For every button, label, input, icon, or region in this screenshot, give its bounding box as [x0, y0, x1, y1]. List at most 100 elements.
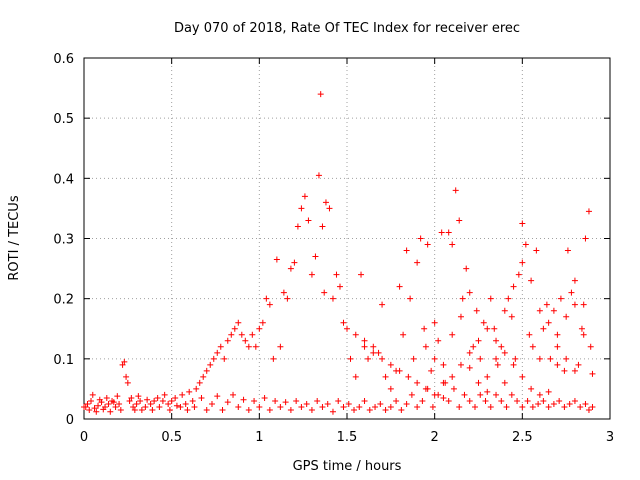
- data-point: [554, 343, 561, 350]
- data-point: [550, 400, 557, 407]
- data-point: [100, 406, 107, 413]
- data-point: [370, 349, 377, 356]
- data-point: [582, 400, 589, 407]
- data-point: [566, 400, 573, 407]
- data-point: [277, 403, 284, 410]
- data-point: [200, 373, 207, 380]
- data-point: [121, 358, 128, 365]
- data-point: [308, 406, 315, 413]
- data-point: [251, 397, 258, 404]
- axis-ticks: 0 0.5 1 1.5 2 2.5 3 0 0.1 0.2 0.3 0.4 0.5 0.6: [53, 52, 614, 445]
- data-point: [319, 403, 326, 410]
- data-point: [589, 370, 596, 377]
- data-point: [528, 277, 535, 284]
- data-point: [154, 394, 161, 401]
- data-point: [571, 277, 578, 284]
- data-point: [335, 397, 342, 404]
- data-point: [400, 331, 407, 338]
- data-point: [577, 403, 584, 410]
- data-point: [193, 385, 200, 392]
- data-points: [81, 91, 596, 415]
- data-point: [156, 403, 163, 410]
- data-point: [550, 307, 557, 314]
- data-point: [519, 373, 526, 380]
- data-point: [545, 403, 552, 410]
- data-point: [361, 397, 368, 404]
- data-point: [358, 271, 365, 278]
- data-point: [151, 397, 158, 404]
- data-point: [189, 397, 196, 404]
- x-tick-label: 0.5: [161, 430, 182, 445]
- y-tick-label: 0.4: [53, 172, 74, 187]
- data-point: [138, 406, 145, 413]
- data-point: [508, 313, 515, 320]
- data-point: [361, 343, 368, 350]
- data-point: [198, 394, 205, 401]
- data-point: [377, 400, 384, 407]
- data-point: [366, 406, 373, 413]
- data-point: [484, 325, 491, 332]
- data-point: [88, 397, 95, 404]
- data-point: [408, 391, 415, 398]
- data-point: [533, 247, 540, 254]
- data-point: [587, 343, 594, 350]
- data-point: [228, 331, 235, 338]
- data-point: [457, 361, 464, 368]
- data-point: [578, 325, 585, 332]
- data-point: [463, 265, 470, 272]
- data-point: [173, 402, 180, 409]
- data-point: [263, 295, 270, 302]
- data-point: [147, 400, 154, 407]
- data-point: [89, 391, 96, 398]
- data-point: [116, 400, 123, 407]
- data-point: [312, 253, 319, 260]
- data-point: [529, 403, 536, 410]
- data-point: [498, 397, 505, 404]
- data-point: [238, 331, 245, 338]
- data-point: [333, 271, 340, 278]
- data-point: [431, 391, 438, 398]
- data-point: [554, 331, 561, 338]
- data-point: [431, 355, 438, 362]
- data-point: [159, 397, 166, 404]
- data-point: [319, 223, 326, 230]
- data-point: [571, 301, 578, 308]
- data-point: [410, 355, 417, 362]
- data-point: [508, 391, 515, 398]
- data-point: [519, 403, 526, 410]
- data-point: [466, 289, 473, 296]
- data-point: [230, 391, 237, 398]
- data-point: [321, 289, 328, 296]
- y-axis-label: ROTI / TECUs: [7, 195, 22, 280]
- data-point: [414, 403, 421, 410]
- data-point: [84, 400, 91, 407]
- data-point: [414, 379, 421, 386]
- data-point: [501, 349, 508, 356]
- data-point: [308, 271, 315, 278]
- data-point: [556, 397, 563, 404]
- data-point: [130, 403, 137, 410]
- x-axis-label: GPS time / hours: [293, 459, 402, 474]
- data-point: [256, 403, 263, 410]
- data-point: [379, 355, 386, 362]
- data-point: [324, 400, 331, 407]
- x-tick-label: 1: [255, 430, 263, 445]
- data-point: [484, 373, 491, 380]
- data-point: [235, 319, 242, 326]
- data-point: [503, 403, 510, 410]
- data-point: [314, 397, 321, 404]
- data-point: [396, 283, 403, 290]
- data-point: [142, 403, 149, 410]
- data-point: [382, 406, 389, 413]
- data-point: [266, 406, 273, 413]
- data-point: [487, 403, 494, 410]
- data-point: [329, 408, 336, 415]
- data-point: [303, 400, 310, 407]
- data-point: [280, 289, 287, 296]
- data-point: [273, 256, 280, 263]
- data-point: [317, 91, 324, 98]
- data-point: [440, 379, 447, 386]
- data-point: [352, 373, 359, 380]
- data-point: [224, 337, 231, 344]
- data-point: [493, 337, 500, 344]
